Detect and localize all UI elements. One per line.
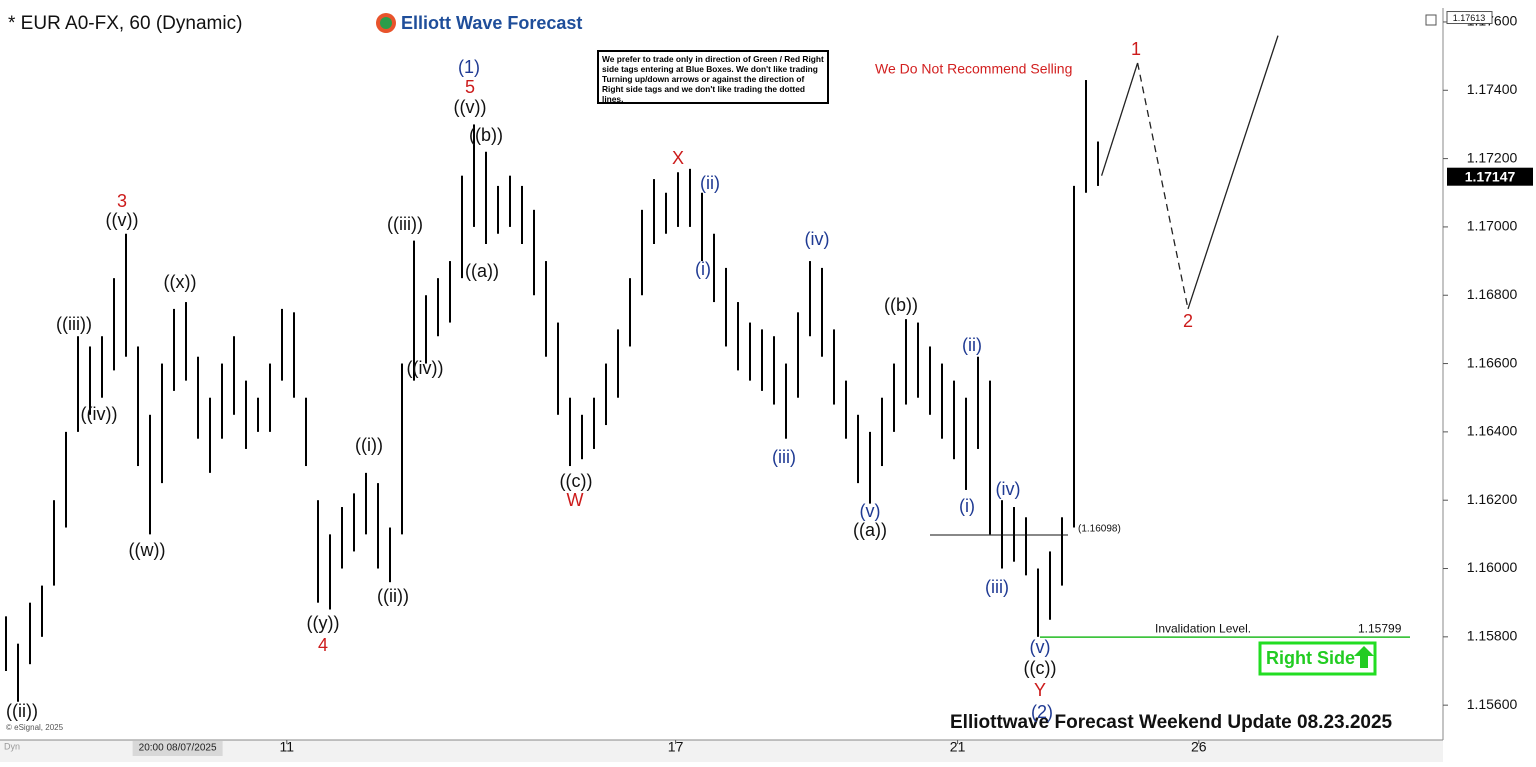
wave-label: ((a)) xyxy=(465,261,499,281)
wave-label: (v) xyxy=(860,501,881,521)
wave-label: ((v)) xyxy=(106,210,139,230)
wave-label: (i) xyxy=(695,259,711,279)
wave-label: Y xyxy=(1034,680,1046,700)
wave-label: ((x)) xyxy=(164,272,197,292)
wave-label: 1 xyxy=(1131,39,1141,59)
wave-label: ((ii)) xyxy=(377,586,409,606)
y-tick-label: 1.16000 xyxy=(1467,559,1518,575)
y-tick-label: 1.15800 xyxy=(1467,628,1518,644)
wave-label: ((iv)) xyxy=(407,358,444,378)
y-tick-label: 1.16200 xyxy=(1467,491,1518,507)
y-tick-label: 1.16400 xyxy=(1467,423,1518,439)
wave-label: (ii) xyxy=(700,173,720,193)
level-label: (1.16098) xyxy=(1078,524,1121,535)
y-tick-label: 1.16600 xyxy=(1467,354,1518,370)
wave-label: 2 xyxy=(1183,311,1193,331)
wave-label: ((iii)) xyxy=(56,314,92,334)
wave-label: 3 xyxy=(117,191,127,211)
wave-label: (iii) xyxy=(772,447,796,467)
top-price-label: 1.17613 xyxy=(1453,13,1486,23)
wave-label: ((v)) xyxy=(454,97,487,117)
top-price-tag xyxy=(1446,11,1493,25)
wave-label: 4 xyxy=(318,635,328,655)
wave-label: ((iii)) xyxy=(387,214,423,234)
y-tick-label: 1.16800 xyxy=(1467,286,1518,302)
logo-icon-inner xyxy=(380,17,392,29)
wave-label: ((b)) xyxy=(884,295,918,315)
wave-label: (i) xyxy=(959,496,975,516)
y-tick-label: 1.15600 xyxy=(1467,696,1518,712)
right-side-text: Right Side xyxy=(1266,648,1355,668)
up-arrow xyxy=(1354,646,1374,668)
wave-label: ((y)) xyxy=(307,613,340,633)
chart-title: * EUR A0-FX, 60 (Dynamic) xyxy=(8,13,242,34)
x-tick-label: 21 xyxy=(950,739,966,755)
wave-label: (ii) xyxy=(962,335,982,355)
x-tick-label: 17 xyxy=(668,739,684,755)
y-tick-label: 1.17000 xyxy=(1467,218,1518,234)
last-price-label: 1.17147 xyxy=(1465,168,1516,184)
wave-label: (iv) xyxy=(996,479,1021,499)
wave-label: ((iv)) xyxy=(81,404,118,424)
credit: © eSignal, 2025 xyxy=(6,723,64,732)
wave-label: (iii) xyxy=(985,577,1009,597)
x-tick-label: 11 xyxy=(280,739,295,755)
last-price-tag xyxy=(1447,167,1533,186)
wave-label: ((a)) xyxy=(853,520,887,540)
wave-label: (1) xyxy=(458,57,480,77)
wave-label: ((b)) xyxy=(469,125,503,145)
date-marker-box xyxy=(132,741,223,756)
invalidation-value: 1.15799 xyxy=(1358,621,1402,635)
wave-label: (2) xyxy=(1031,702,1053,722)
y-tick-label: 1.17400 xyxy=(1467,81,1518,97)
wave-label: ((c)) xyxy=(560,471,593,491)
invalidation-text: Invalidation Level. xyxy=(1155,621,1251,635)
wave-label: (v) xyxy=(1030,637,1051,657)
projection-line xyxy=(1100,62,1139,176)
date-marker-label: 20:00 08/07/2025 xyxy=(139,743,217,754)
footer: Elliottwave Forecast Weekend Update 08.2… xyxy=(950,712,1393,733)
trading-note: We prefer to trade only in direction of … xyxy=(597,50,829,104)
x-axis-band xyxy=(0,740,1443,762)
mode: Dyn xyxy=(4,741,20,751)
right-side-box xyxy=(1258,641,1377,676)
window-icon[interactable] xyxy=(1425,14,1437,26)
logo: Elliott Wave Forecast xyxy=(401,13,582,33)
projection-line xyxy=(1136,62,1189,310)
wave-label: X xyxy=(672,148,684,168)
wave-label: ((i)) xyxy=(355,435,383,455)
wave-label: ((w)) xyxy=(129,540,166,560)
wave-label: W xyxy=(567,490,584,510)
wave-label: (iv) xyxy=(805,229,830,249)
wave-label: 5 xyxy=(465,77,475,97)
y-tick-label: 1.17200 xyxy=(1467,149,1518,165)
wave-label: ((c)) xyxy=(1024,658,1057,678)
warning: We Do Not Recommend Selling xyxy=(875,61,1072,77)
projection-line xyxy=(1187,35,1279,310)
wave-label: ((ii)) xyxy=(6,701,38,721)
x-tick-label: 26 xyxy=(1191,739,1207,755)
